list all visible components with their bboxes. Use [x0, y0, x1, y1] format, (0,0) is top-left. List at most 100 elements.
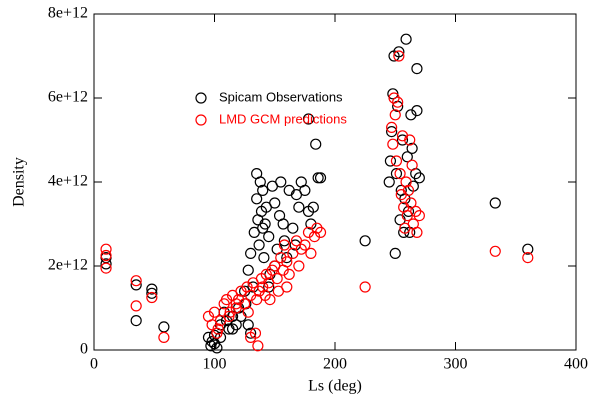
data-point — [314, 172, 327, 184]
data-point — [383, 176, 395, 188]
data-point — [302, 113, 315, 125]
data-point — [208, 329, 221, 341]
data-point — [413, 210, 425, 222]
y-tick-label: 6e+12 — [48, 89, 88, 106]
data-point — [281, 252, 293, 264]
data-point — [405, 109, 417, 121]
data-point — [299, 184, 311, 196]
data-point — [245, 247, 257, 259]
data-point — [100, 249, 112, 262]
data-point — [260, 268, 272, 280]
data-point — [305, 247, 317, 259]
data-point — [158, 331, 170, 343]
data-point — [257, 184, 269, 196]
data-point — [281, 281, 293, 293]
data-point — [212, 323, 224, 335]
data-point — [100, 258, 112, 270]
data-point — [226, 323, 239, 335]
data-point — [406, 142, 418, 154]
data-point — [278, 235, 290, 247]
y-tick-label: 0 — [80, 341, 88, 358]
data-point — [522, 243, 534, 255]
data-point — [242, 264, 254, 276]
data-point — [224, 306, 236, 318]
data-point — [158, 321, 170, 333]
data-point — [100, 262, 112, 274]
data-point — [130, 279, 142, 291]
data-point — [245, 327, 257, 339]
x-tick-label: 200 — [323, 356, 347, 373]
data-point — [283, 268, 295, 280]
data-point — [269, 197, 281, 209]
data-point — [394, 168, 406, 180]
data-point — [411, 226, 423, 238]
data-point — [242, 319, 254, 331]
data-point — [402, 184, 415, 196]
data-point — [146, 291, 158, 304]
data-point — [208, 306, 221, 318]
data-point — [359, 281, 371, 293]
data-point — [230, 298, 242, 310]
data-point — [251, 193, 263, 205]
y-axis-label: Density — [11, 157, 28, 207]
data-point — [405, 197, 417, 209]
legend-label: LMD GCM predictions — [219, 111, 347, 126]
data-point — [400, 33, 412, 45]
data-point — [275, 176, 287, 188]
x-tick-label: 0 — [90, 356, 98, 373]
data-point — [386, 121, 398, 134]
data-point — [242, 306, 254, 318]
data-point — [393, 46, 405, 58]
data-point — [406, 159, 418, 171]
data-point — [283, 184, 295, 196]
y-tick-label: 4e+12 — [48, 173, 88, 190]
data-point — [100, 243, 112, 255]
data-point — [293, 201, 305, 213]
y-tick-label: 8e+12 — [48, 5, 88, 22]
data-point — [146, 287, 158, 299]
data-point — [258, 252, 270, 264]
data-point — [245, 331, 257, 343]
data-point — [489, 197, 501, 209]
data-point — [259, 218, 271, 230]
data-point — [386, 126, 398, 138]
data-point — [387, 138, 399, 150]
data-point — [211, 327, 223, 339]
data-point — [277, 218, 289, 230]
data-point — [278, 239, 290, 251]
data-point — [253, 239, 265, 251]
data-point — [208, 338, 221, 350]
data-point — [305, 218, 317, 230]
data-point — [263, 231, 275, 243]
data-point — [254, 176, 266, 188]
legend-marker — [195, 92, 207, 104]
data-point — [411, 62, 423, 75]
data-point — [404, 134, 416, 146]
data-point — [299, 239, 311, 251]
data-point — [400, 176, 412, 188]
data-point — [275, 252, 287, 264]
data-point — [401, 151, 413, 163]
data-point — [223, 310, 235, 322]
data-point — [271, 273, 283, 285]
data-point — [220, 294, 233, 306]
data-point — [314, 226, 327, 238]
data-point — [287, 222, 299, 234]
data-point — [307, 201, 319, 213]
data-point — [235, 285, 247, 297]
data-point — [392, 96, 404, 108]
data-point — [413, 172, 425, 184]
x-axis-label: Ls (deg) — [308, 378, 362, 395]
data-point — [522, 252, 534, 264]
data-point — [310, 138, 322, 150]
data-point — [130, 300, 142, 312]
data-point — [130, 275, 142, 287]
data-point — [359, 235, 371, 247]
data-point — [293, 260, 305, 272]
data-point — [398, 226, 410, 238]
data-point — [411, 104, 423, 117]
data-point — [308, 231, 321, 243]
x-tick-label: 300 — [444, 356, 468, 373]
data-point — [389, 109, 401, 121]
